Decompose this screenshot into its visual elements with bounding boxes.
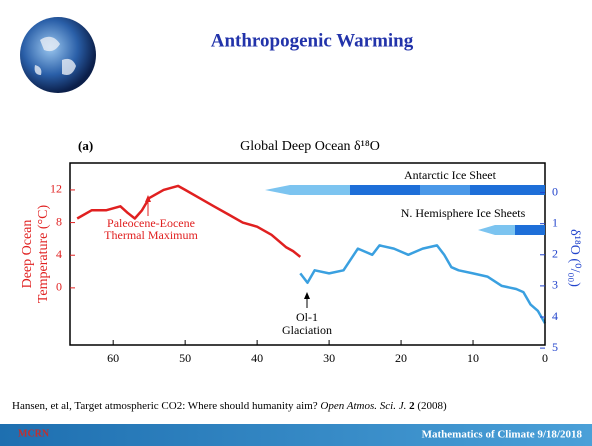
annotation: Ol-1 xyxy=(296,310,318,324)
x-tick-label: 50 xyxy=(179,351,191,365)
data-line xyxy=(299,244,547,324)
annotation: Paleocene-Eocene xyxy=(107,216,195,230)
x-tick-label: 30 xyxy=(323,351,335,365)
annotation: N. Hemisphere Ice Sheets xyxy=(401,206,526,220)
annotation: Thermal Maximum xyxy=(104,228,198,242)
y2-tick-label: 5 xyxy=(552,340,558,354)
panel-label: (a) xyxy=(78,138,93,153)
ice-arrow xyxy=(265,185,290,195)
citation-volume: 2 xyxy=(409,400,415,412)
earth-logo xyxy=(20,17,96,93)
footer-logo: MCRN xyxy=(18,428,50,439)
citation: Hansen, et al, Target atmospheric CO2: W… xyxy=(12,400,447,412)
y2-axis-label: δ¹⁸O (⁰/₀₀) xyxy=(567,229,582,287)
y2-tick-label: 0 xyxy=(552,184,558,198)
citation-text: Hansen, et al, Target atmospheric CO2: W… xyxy=(12,400,318,412)
x-tick-label: 60 xyxy=(107,351,119,365)
y2-tick-label: 2 xyxy=(552,247,558,261)
ice-bar-dark xyxy=(515,225,545,235)
slide-title: Anthropogenic Warming xyxy=(211,30,414,51)
plot-frame xyxy=(69,162,546,346)
y2-tick-label: 3 xyxy=(552,278,558,292)
citation-journal: Open Atmos. Sci. J. xyxy=(320,400,406,412)
annotation: Antarctic Ice Sheet xyxy=(404,168,497,182)
y2-tick-label: 1 xyxy=(552,215,558,229)
ice-bar-light xyxy=(290,185,350,195)
data-line xyxy=(76,184,302,258)
y-axis-label: Deep Ocean xyxy=(20,220,35,289)
plot xyxy=(76,184,547,324)
chart-title: Global Deep Ocean δ¹⁸O xyxy=(240,139,380,154)
earth-clouds xyxy=(34,36,76,75)
citation-year: (2008) xyxy=(417,400,447,412)
y-tick-label: 4 xyxy=(56,247,62,261)
x-tick-label: 20 xyxy=(395,351,407,365)
y-tick-label: 0 xyxy=(56,280,62,294)
footer-text: Mathematics of Climate 9/18/2018 xyxy=(422,429,583,441)
x-tick-label: 0 xyxy=(542,351,548,365)
y-tick-label: 8 xyxy=(56,214,62,228)
y-tick-label: 12 xyxy=(50,182,62,196)
ice-bar-mid xyxy=(420,185,470,195)
ice-bar-light xyxy=(495,225,515,235)
annotation: Glaciation xyxy=(282,323,332,337)
x-tick-label: 10 xyxy=(467,351,479,365)
arrow-head xyxy=(304,292,310,299)
ice-arrow xyxy=(478,225,495,235)
y2-tick-label: 4 xyxy=(552,309,558,323)
x-tick-label: 40 xyxy=(251,351,263,365)
footer-bar xyxy=(0,424,592,446)
y-axis-label: Temperature (°C) xyxy=(36,205,51,304)
arrow-head xyxy=(145,195,151,202)
